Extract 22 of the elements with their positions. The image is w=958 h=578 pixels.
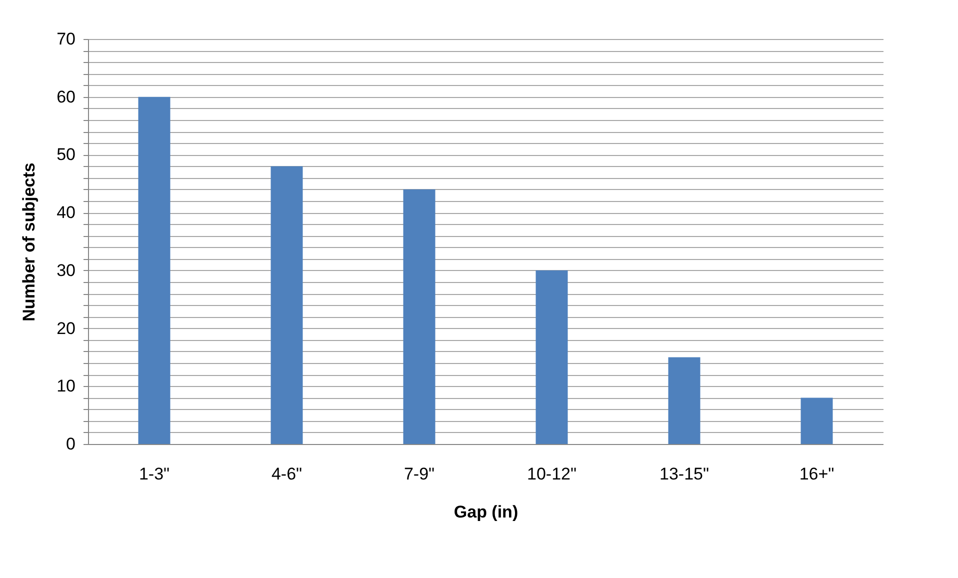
bar bbox=[536, 270, 568, 444]
bar bbox=[270, 166, 303, 444]
y-tick-label: 10 bbox=[56, 376, 76, 396]
bar bbox=[403, 189, 436, 444]
y-tick-label: 30 bbox=[56, 260, 76, 280]
x-tick-label: 16+" bbox=[799, 464, 834, 484]
x-tick-label: 7-9" bbox=[404, 464, 435, 484]
x-axis-title: Gap (in) bbox=[454, 502, 518, 522]
y-tick-label: 70 bbox=[56, 30, 76, 48]
x-tick-label: 10-12" bbox=[526, 464, 577, 484]
y-tick-label: 60 bbox=[56, 87, 76, 106]
y-tick-label: 20 bbox=[56, 318, 76, 338]
x-tick-label: 1-3" bbox=[138, 464, 170, 484]
y-tick-label: 40 bbox=[56, 203, 76, 222]
x-tick-label: 13-15" bbox=[659, 464, 710, 484]
bar bbox=[138, 96, 170, 444]
bar bbox=[668, 357, 700, 444]
x-tick-label: 4-6" bbox=[271, 464, 302, 484]
y-tick-label: 0 bbox=[66, 434, 76, 454]
bar bbox=[800, 398, 833, 444]
y-axis-title: Number of subjects bbox=[20, 162, 39, 322]
y-tick-label: 50 bbox=[56, 145, 76, 164]
